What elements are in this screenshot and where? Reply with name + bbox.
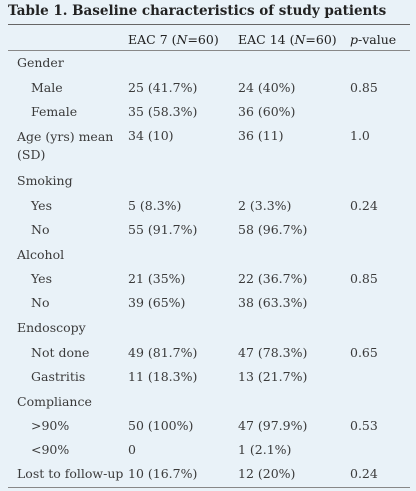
cell-eac7: 21 (35%) [128,271,186,286]
cell-pvalue: 1.0 [350,128,370,143]
cell-eac7: 10 (16.7%) [128,466,198,481]
cell-eac14: 1 (2.1%) [238,442,292,457]
table-caption: Table 1. Baseline characteristics of stu… [8,3,387,19]
row-label: No [31,295,50,310]
cell-eac7: 50 (100%) [128,418,194,433]
row-label: Compliance [17,394,92,409]
row-label: Female [31,104,78,119]
cell-eac14: 58 (96.7%) [238,222,308,237]
cell-eac7: 49 (81.7%) [128,345,198,360]
cell-pvalue: 0.85 [350,80,378,95]
cell-pvalue: 0.65 [350,345,378,360]
row-label: No [31,222,50,237]
cell-pvalue: 0.53 [350,418,378,433]
cell-eac7: 34 (10) [128,128,174,143]
row-label: Not done [31,345,90,360]
row-label: Alcohol [17,247,65,262]
cell-eac14: 47 (97.9%) [238,418,308,433]
cell-pvalue: 0.85 [350,271,378,286]
row-label: Lost to follow-up [17,466,124,481]
cell-eac7: 5 (8.3%) [128,198,182,213]
row-label: Yes [31,271,52,286]
header-eac14: EAC 14 (N=60) [238,32,337,47]
row-label: Age (yrs) mean (SD) [17,129,114,162]
cell-eac14: 2 (3.3%) [238,198,292,213]
cell-pvalue: 0.24 [350,466,378,481]
header-pvalue: p-value [350,32,397,47]
cell-pvalue: 0.24 [350,198,378,213]
row-label: Gastritis [31,369,86,384]
row-label: >90% [31,418,70,433]
top-rule [8,24,410,25]
cell-eac14: 47 (78.3%) [238,345,308,360]
cell-eac7: 25 (41.7%) [128,80,198,95]
cell-eac14: 36 (11) [238,128,284,143]
row-label: Yes [31,198,52,213]
cell-eac14: 12 (20%) [238,466,296,481]
cell-eac14: 24 (40%) [238,80,296,95]
cell-eac7: 35 (58.3%) [128,104,198,119]
cell-eac14: 22 (36.7%) [238,271,308,286]
header-rule [8,50,410,51]
row-label: Gender [17,55,64,70]
row-label: Male [31,80,63,95]
cell-eac7: 39 (65%) [128,295,186,310]
cell-eac7: 0 [128,442,136,457]
cell-eac14: 36 (60%) [238,104,296,119]
header-eac7: EAC 7 (N=60) [128,32,219,47]
row-label: Smoking [17,173,73,188]
cell-eac7: 11 (18.3%) [128,369,198,384]
cell-eac14: 38 (63.3%) [238,295,308,310]
row-label: Endoscopy [17,320,86,335]
row-label: <90% [31,442,70,457]
bottom-rule [8,487,410,488]
cell-eac7: 55 (91.7%) [128,222,198,237]
cell-eac14: 13 (21.7%) [238,369,308,384]
